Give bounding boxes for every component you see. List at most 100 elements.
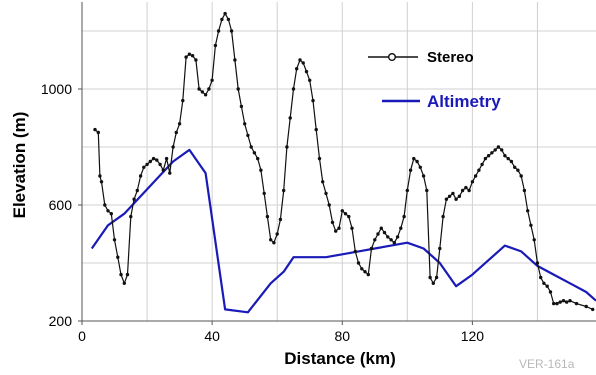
stereo-data-point [415,159,419,164]
stereo-data-point [402,214,406,219]
series-layer [90,11,596,314]
legend-stereo-marker-icon [388,53,397,62]
stereo-data-point [441,214,445,219]
stereo-data-point [243,122,247,126]
stereo-data-point [460,188,465,193]
legend-stereo-label: Stereo [427,49,474,66]
stereo-data-point [451,191,455,196]
stereo-data-point [392,241,396,245]
stereo-data-point [486,154,491,158]
stereo-data-point [155,158,159,162]
stereo-data-point [408,168,413,172]
stereo-data-point [373,238,377,242]
stereo-data-point [500,148,504,152]
stereo-data-point [490,151,494,155]
stereo-data-point [574,301,579,306]
stereo-data-point [568,299,572,303]
stereo-data-point [210,78,214,83]
stereo-data-point [483,156,488,161]
stereo-data-point [434,275,439,280]
stereo-data-point [343,212,348,216]
stereo-data-point [337,226,341,230]
stereo-data-point [428,275,432,280]
stereo-data-point [177,122,182,126]
stereo-data-point [552,301,556,306]
altimetry-series-line [90,148,596,314]
stereo-data-point [122,281,127,285]
stereo-data-point [555,301,559,306]
stereo-data-point [389,238,393,242]
x-tick-label: 120 [461,328,485,344]
stereo-data-point [395,235,400,239]
stereo-data-point [565,300,569,304]
stereo-data-point [213,43,218,48]
stereo-data-point [200,90,205,94]
stereo-data-point [412,156,416,161]
stereo-data-point [311,98,315,103]
stereo-data-point [207,87,211,91]
stereo-data-point [98,174,102,178]
stereo-data-point [129,214,133,219]
stereo-data-point [539,275,543,280]
stereo-data-point [425,188,429,193]
stereo-data-point [405,188,409,193]
stereo-data-point [457,194,462,198]
x-tick-marks [81,321,473,325]
stereo-data-point [288,116,292,120]
stereo-data-point [376,232,380,236]
legend-altimetry-label: Altimetry [427,92,501,111]
stereo-data-point [369,246,374,251]
grid-lines [82,2,596,321]
stereo-data-point [519,174,523,178]
stereo-data-point [278,217,283,222]
stereo-data-point [246,133,250,138]
stereo-data-point [454,197,458,201]
stereo-data-point [174,130,178,135]
stereo-data-point [132,197,136,201]
stereo-data-point [561,299,566,303]
stereo-data-point [291,87,296,91]
stereo-data-point [353,249,357,254]
x-tick-label: 80 [334,328,350,344]
stereo-data-point [164,156,169,161]
y-axis-label: Elevation (m) [10,112,29,219]
stereo-data-point [304,69,309,74]
stereo-data-point [516,168,520,172]
stereo-data-point [145,162,149,167]
y-tick-label: 1000 [41,81,72,97]
stereo-data-point [363,270,367,274]
stereo-data-point [135,188,139,193]
stereo-data-point [470,180,475,184]
stereo-data-point [190,54,195,58]
y-tick-label: 600 [49,197,73,213]
stereo-data-point [285,145,289,149]
stereo-data-point [236,87,240,91]
stereo-data-point [109,212,114,216]
stereo-data-point [112,238,117,242]
stereo-data-point [223,11,227,16]
stereo-data-point [116,255,120,259]
stereo-data-point [216,29,221,33]
stereo-data-point [350,226,354,230]
stereo-data-point [168,171,172,175]
x-tick-label: 0 [78,328,86,344]
stereo-data-point [330,220,335,225]
stereo-data-point [513,165,517,169]
stereo-data-point [161,168,165,172]
stereo-data-point [194,58,198,62]
stereo-data-point [220,17,224,22]
stereo-data-point [138,174,143,178]
stereo-data-point [96,130,101,135]
stereo-data-point [421,174,426,178]
stereo-data-point [197,87,201,91]
stereo-data-point [308,78,312,83]
stereo-data-point [558,300,562,304]
stereo-data-point [548,290,553,294]
stereo-data-point [464,185,468,190]
stereo-data-point [399,226,403,230]
stereo-data-point [447,194,452,198]
stereo-data-point [366,272,370,277]
stereo-data-point [340,209,344,213]
stereo-data-point [542,281,546,285]
stereo-data-point [509,159,514,164]
